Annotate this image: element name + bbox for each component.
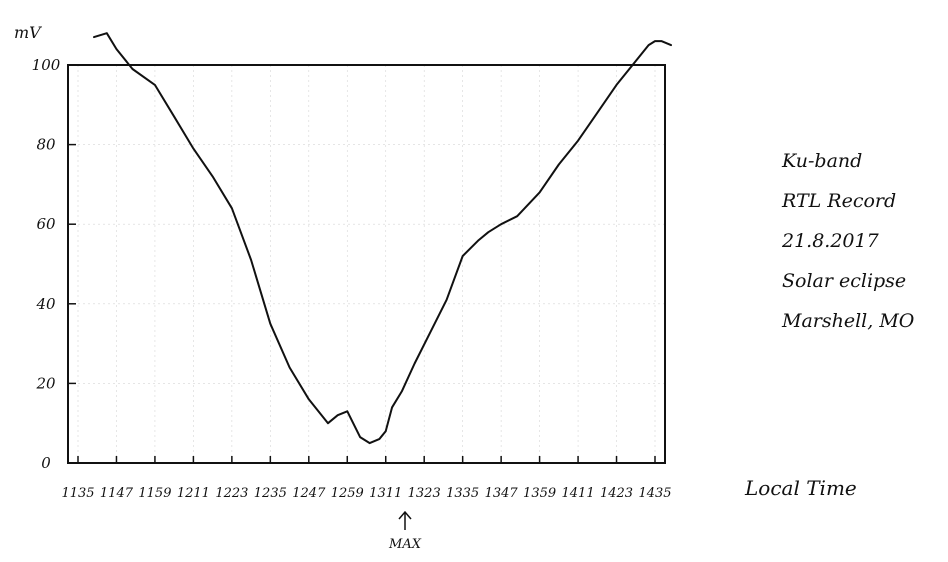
annotation-line: Ku-band [782,150,863,172]
y-tick-label: 40 [35,295,56,313]
x-tick-label: 1347 [485,486,519,501]
annotation-line: Marshell, MO [782,310,915,332]
annotation-line: RTL Record [782,190,897,212]
annotation-line: 21.8.2017 [782,230,879,252]
x-tick-label: 1311 [369,486,402,501]
x-tick-label: 1359 [523,486,556,501]
x-tick-label: 1147 [100,486,134,501]
y-tick-label: 80 [36,136,56,154]
x-tick-label: 1335 [446,486,479,501]
y-axis: 0 20 40 60 80 100 [32,56,76,472]
x-tick-label: 1223 [215,486,248,501]
x-tick-label: 1235 [254,486,287,501]
annotation-line: Solar eclipse [782,270,907,292]
y-tick-label: 60 [36,215,56,233]
y-tick-label: 20 [35,374,56,392]
x-tick-label: 1411 [562,486,595,501]
series-line [93,32,672,445]
y-tick-label: 0 [41,454,51,472]
x-tick-label: 1159 [138,486,171,501]
y-tick-label: 100 [32,56,61,74]
plot-frame [67,64,666,464]
x-tick-label: 1259 [331,486,364,501]
x-axis-label: Local Time [744,476,857,500]
x-tick-label: 1247 [292,486,326,501]
x-tick-label: 1323 [408,486,441,501]
max-label: MAX [388,537,422,552]
max-marker: MAX [388,510,422,552]
x-axis: 1135 1147 1159 1211 1223 1235 1247 1259 1311 1323… [61,456,672,501]
x-tick-label: 1423 [600,486,633,501]
x-tick-label: 1135 [61,486,94,501]
y-axis-label: mV [14,23,42,42]
x-tick-label: 1211 [177,486,210,501]
grid [68,65,665,463]
max-arrow [398,510,412,530]
x-tick-label: 1435 [638,486,671,501]
